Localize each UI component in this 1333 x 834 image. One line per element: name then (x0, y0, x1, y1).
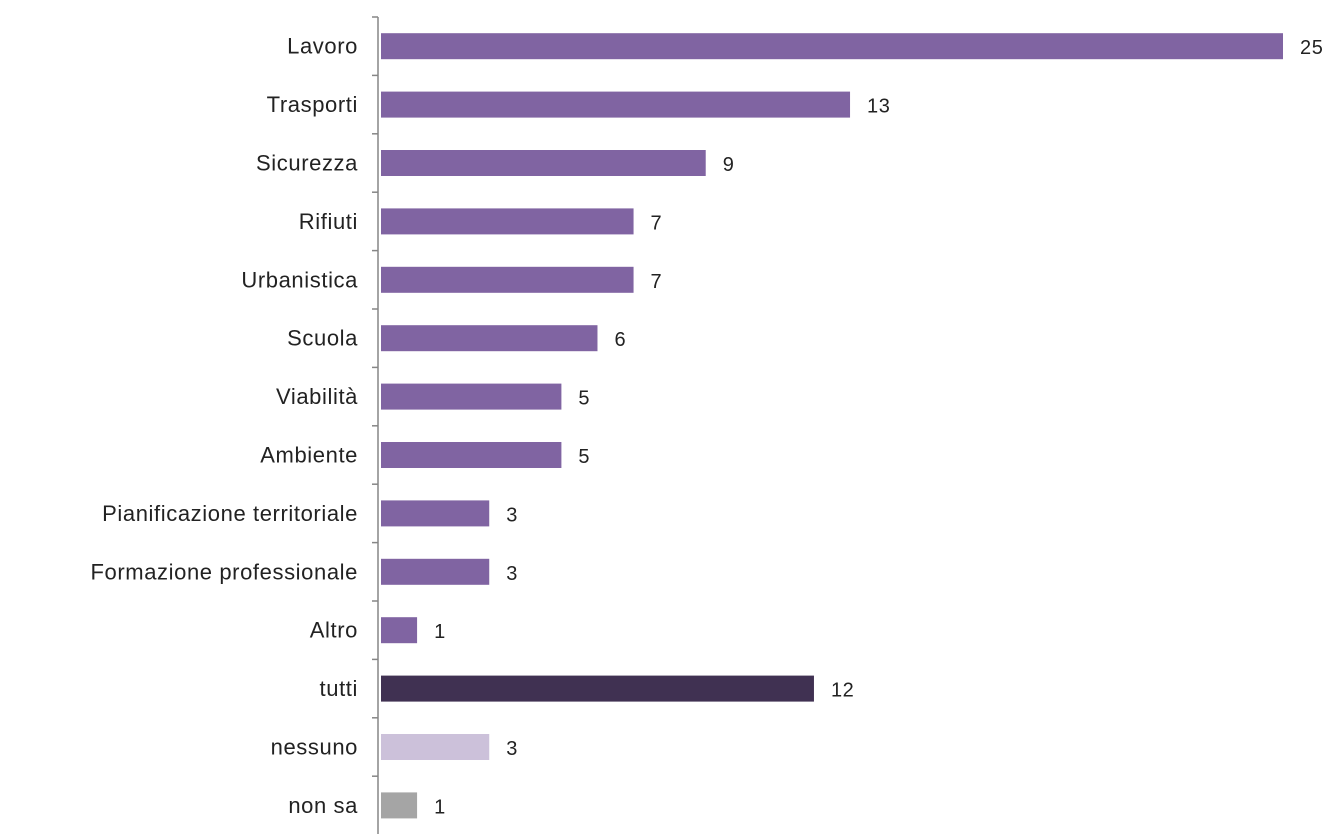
bar (381, 150, 706, 176)
bar (381, 792, 418, 819)
category-label: non sa (288, 793, 358, 818)
value-label: 9 (723, 154, 735, 176)
bar (381, 558, 490, 585)
category-label: Urbanistica (241, 267, 358, 292)
value-label: 3 (506, 563, 518, 585)
value-label: 1 (434, 796, 446, 818)
category-label: Scuola (287, 326, 358, 351)
value-label: 13 (867, 96, 890, 118)
value-label: 6 (614, 329, 626, 351)
category-label: Lavoro (287, 34, 358, 59)
bar (381, 734, 490, 760)
bar (381, 675, 814, 702)
category-label: Formazione professionale (90, 559, 358, 584)
value-label: 1 (434, 621, 446, 643)
bar (381, 266, 634, 293)
bar (381, 208, 634, 235)
bar (381, 33, 1283, 60)
category-label: Rifiuti (299, 209, 358, 234)
bar (381, 383, 562, 410)
category-label: Ambiente (260, 443, 358, 468)
category-label: Pianificazione territoriale (102, 501, 358, 526)
bars-layer (381, 33, 1283, 819)
value-label: 25 (1300, 37, 1323, 59)
bar (381, 325, 598, 352)
value-label: 7 (651, 212, 663, 234)
bar (381, 500, 490, 527)
bar (381, 91, 851, 118)
category-label: Sicurezza (256, 151, 358, 176)
value-label: 5 (578, 446, 590, 468)
value-label: 3 (506, 738, 518, 760)
category-label: Trasporti (267, 92, 358, 117)
category-label: Viabilità (276, 384, 358, 409)
axis-layer (372, 16, 379, 834)
value-label: 12 (831, 680, 854, 702)
category-label: Altro (310, 618, 358, 643)
value-label: 7 (651, 271, 663, 293)
bar (381, 442, 562, 468)
value-label: 3 (506, 504, 518, 526)
value-label: 5 (578, 388, 590, 410)
bar (381, 617, 418, 644)
category-label: nessuno (271, 735, 358, 760)
category-label: tutti (320, 676, 358, 701)
